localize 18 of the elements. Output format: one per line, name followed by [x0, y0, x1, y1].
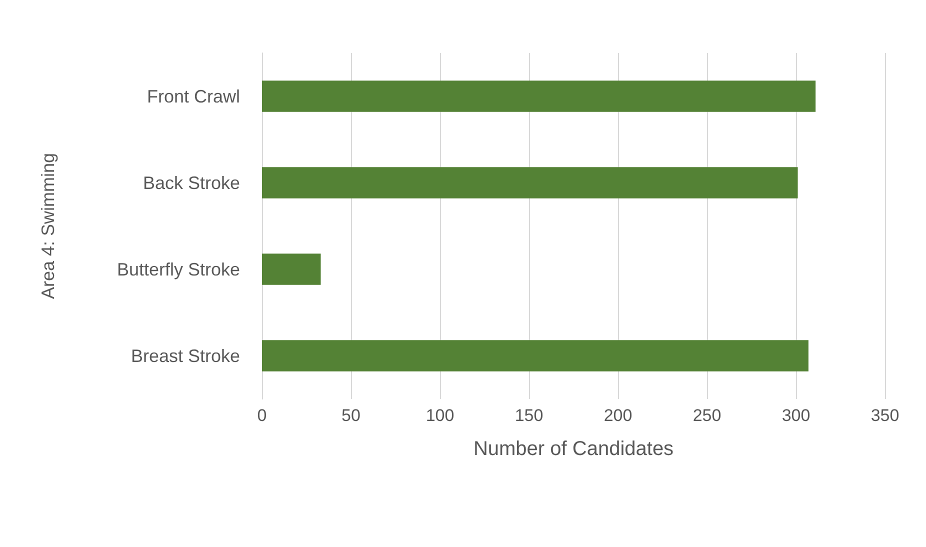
x-tick-label: 0 — [257, 406, 267, 425]
y-tick-label: Butterfly Stroke — [116, 259, 240, 280]
y-tick-label: Back Stroke — [142, 172, 240, 193]
bar — [262, 340, 808, 372]
x-tick-label: 300 — [782, 406, 810, 425]
x-tick-label: 250 — [692, 406, 722, 425]
x-tick-label: 100 — [426, 406, 454, 425]
x-tick-label: 350 — [870, 406, 900, 425]
bar — [262, 167, 798, 198]
bar — [262, 80, 816, 112]
x-tick-label: 50 — [342, 406, 360, 425]
x-tick-label: 150 — [514, 406, 544, 425]
y-axis-title: Area 4: Swimming — [38, 152, 58, 300]
bar — [262, 254, 321, 285]
y-tick-label: Front Crawl — [146, 86, 240, 106]
x-axis-title: Number of Candidates — [473, 438, 674, 460]
y-tick-label: Breast Stroke — [130, 346, 240, 366]
x-tick-label: 200 — [604, 406, 632, 425]
